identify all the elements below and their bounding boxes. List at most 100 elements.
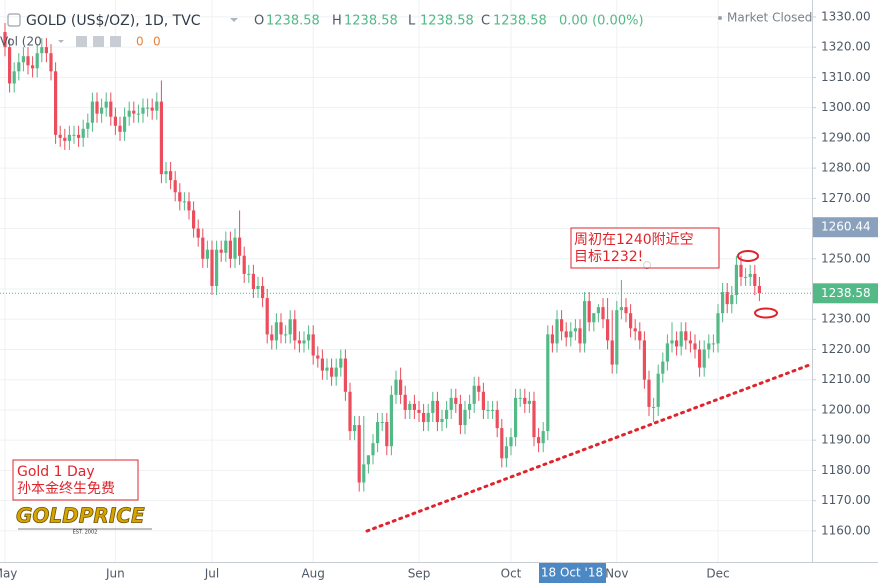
candle-body bbox=[449, 397, 453, 410]
candle-body bbox=[12, 71, 16, 84]
candle-body bbox=[555, 319, 559, 344]
ohlc-value: 1238.58 bbox=[344, 14, 398, 29]
y-tick-label: 1280.00 bbox=[821, 161, 871, 175]
x-tick-label: May bbox=[0, 567, 17, 581]
ohlc-key: L bbox=[408, 14, 416, 29]
candle-body bbox=[67, 134, 71, 141]
trend-line bbox=[365, 362, 814, 533]
y-tick-label: 1230.00 bbox=[821, 312, 871, 326]
candle-body bbox=[288, 319, 292, 335]
dropdown-arrow[interactable] bbox=[58, 40, 64, 43]
candle-body bbox=[132, 110, 136, 114]
candle-body bbox=[49, 53, 53, 72]
candle-body bbox=[26, 56, 30, 66]
candle-body bbox=[546, 334, 550, 432]
candle-body bbox=[509, 437, 513, 447]
candle-body bbox=[532, 400, 536, 438]
symbol[interactable]: GOLD (US$/OZ), 1D, TVC bbox=[26, 13, 201, 29]
candle-body bbox=[412, 403, 416, 410]
candle-body bbox=[693, 343, 697, 350]
candle-body bbox=[270, 334, 274, 341]
candle-body bbox=[21, 56, 25, 63]
candle-body bbox=[491, 409, 495, 411]
candle-body bbox=[311, 334, 315, 356]
candle-body bbox=[394, 379, 398, 395]
candle-body bbox=[730, 295, 734, 305]
y-tick-label: 1180.00 bbox=[821, 463, 871, 477]
note-box bbox=[570, 227, 720, 269]
candle-body bbox=[587, 301, 591, 323]
candle-body bbox=[3, 32, 7, 48]
candle-body bbox=[518, 397, 522, 399]
candle-body bbox=[242, 255, 246, 274]
candle-body bbox=[629, 313, 633, 329]
candle-body bbox=[734, 264, 738, 296]
candle-body bbox=[219, 249, 223, 253]
crosshair-price-label: 1260.44 bbox=[821, 220, 871, 234]
candle-body bbox=[228, 240, 232, 259]
candle-body bbox=[417, 409, 421, 413]
ohlc: O 1238.58 H 1238.58 L 1238.58 C 1238.58 bbox=[254, 14, 547, 29]
candle-body bbox=[596, 307, 600, 314]
candle-body bbox=[385, 422, 389, 447]
candle-body bbox=[297, 340, 301, 344]
candle-body bbox=[127, 110, 131, 117]
candle-body bbox=[348, 391, 352, 432]
settings-icon[interactable] bbox=[76, 36, 87, 47]
note-text: Gold 1 Day bbox=[17, 464, 95, 480]
candle-body bbox=[31, 65, 35, 69]
axis: 1160.00 1170.00 1180.00 1190.00 1200.00 1210.… bbox=[0, 9, 878, 583]
highlight-ellipse bbox=[754, 307, 778, 319]
candle-body bbox=[173, 180, 177, 193]
candle-body bbox=[550, 334, 554, 344]
candle-body bbox=[141, 107, 145, 114]
candle-body bbox=[716, 313, 720, 344]
candle-body bbox=[178, 192, 182, 202]
candle-body bbox=[210, 249, 214, 286]
candle-body bbox=[665, 343, 669, 362]
candle-body bbox=[661, 361, 665, 374]
note-text: 目标1232! bbox=[574, 249, 643, 265]
highlight-ellipse bbox=[737, 250, 759, 262]
candle-body bbox=[744, 276, 748, 278]
settings-icon[interactable] bbox=[93, 36, 104, 47]
dropdown-arrow[interactable] bbox=[230, 18, 238, 22]
candle-body bbox=[8, 47, 12, 84]
candle-body bbox=[353, 425, 357, 432]
candle-body bbox=[615, 310, 619, 365]
candle-body bbox=[477, 385, 481, 392]
candle-body bbox=[279, 322, 283, 335]
candle-body bbox=[164, 171, 168, 175]
candle-body bbox=[155, 101, 159, 111]
candle-body bbox=[569, 331, 573, 338]
last-price-label: 1238.58 bbox=[821, 286, 871, 300]
candle-body bbox=[739, 264, 743, 277]
candle-body bbox=[564, 331, 568, 338]
x-tick-label: Sep bbox=[408, 567, 431, 581]
change: 0.00 (0.00%) bbox=[559, 14, 644, 29]
candle-body bbox=[606, 319, 610, 341]
candle-body bbox=[725, 292, 729, 305]
crosshair-date-label: 18 Oct '18 bbox=[541, 566, 603, 580]
candle-body bbox=[63, 137, 67, 141]
volume-value: 0 bbox=[136, 35, 144, 49]
candle-body bbox=[523, 397, 527, 404]
x-tick-label: Jul bbox=[204, 567, 219, 581]
candle-body bbox=[578, 328, 582, 344]
candle-body bbox=[583, 301, 587, 344]
candle-body bbox=[638, 331, 642, 341]
candle-body bbox=[54, 71, 58, 135]
candle-body bbox=[601, 307, 605, 320]
close-icon[interactable] bbox=[110, 36, 121, 47]
candle-body bbox=[58, 134, 62, 138]
candle-body bbox=[86, 122, 90, 129]
candle-body bbox=[366, 455, 370, 465]
candle-body bbox=[17, 62, 21, 72]
volume-value: 0 bbox=[153, 35, 161, 49]
candle-body bbox=[201, 237, 205, 259]
candle-body bbox=[748, 273, 752, 277]
candle-body bbox=[486, 409, 490, 411]
candle-body bbox=[527, 400, 531, 404]
candle-body bbox=[334, 367, 338, 377]
candle-body bbox=[500, 428, 504, 459]
